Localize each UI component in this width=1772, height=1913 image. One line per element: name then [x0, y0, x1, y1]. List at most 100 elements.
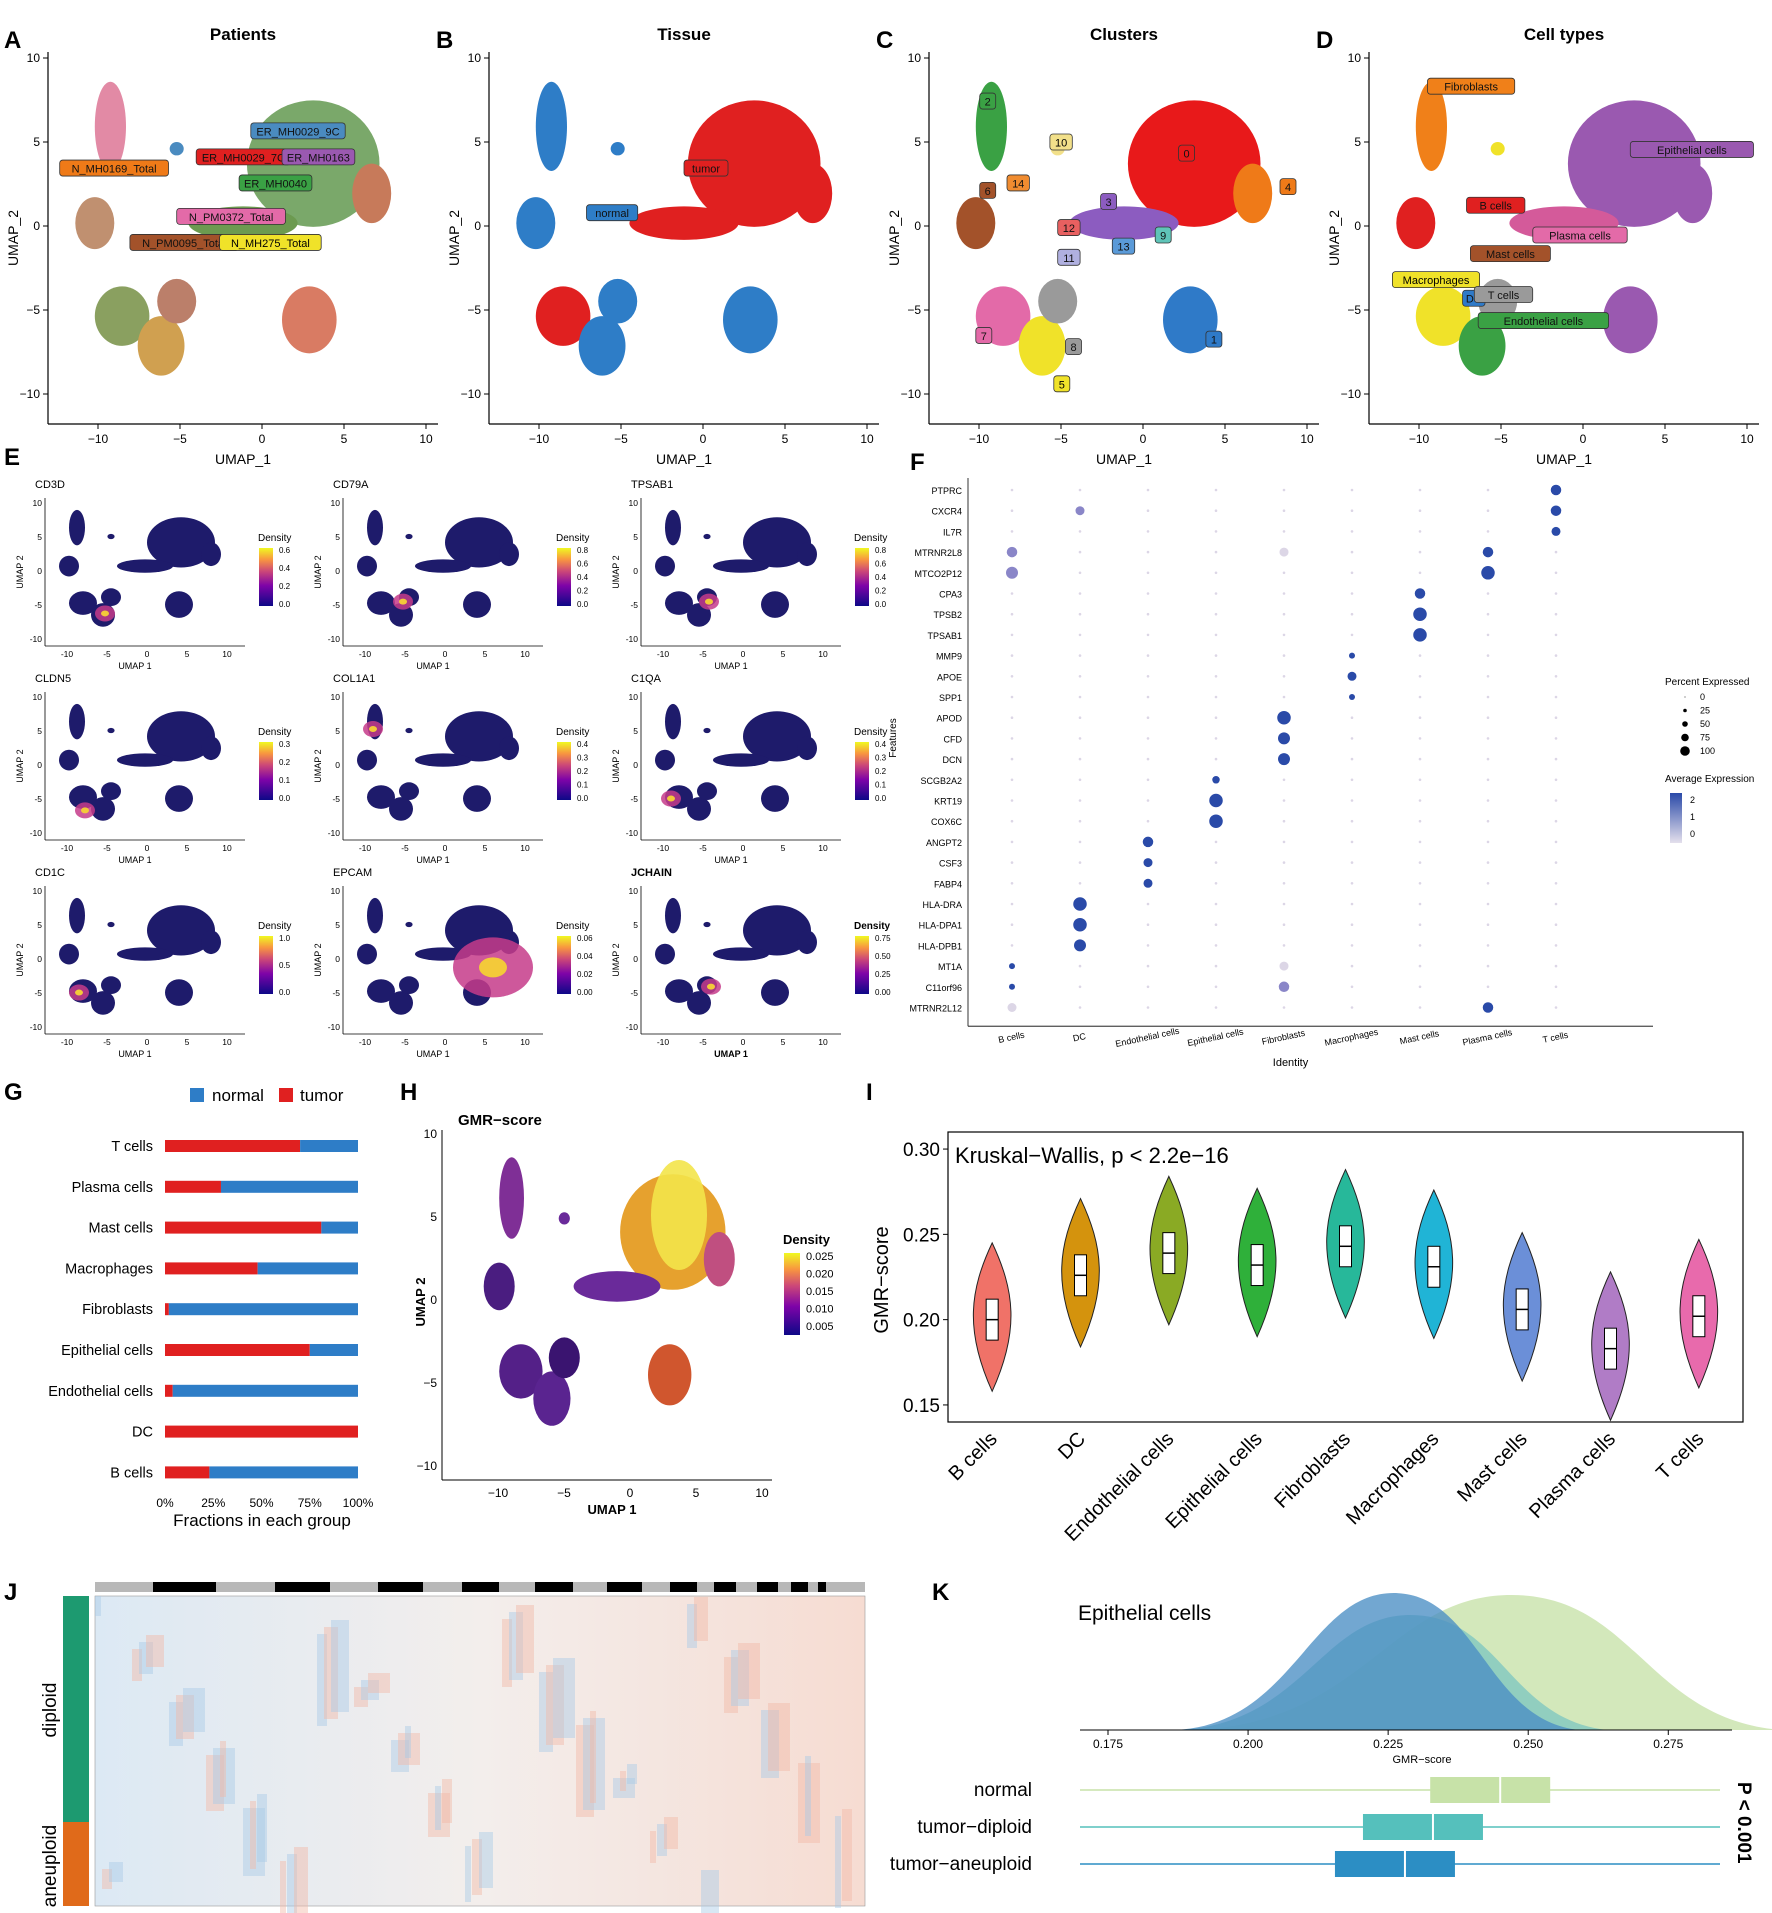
legend-tick: 0.0 [279, 988, 291, 997]
legend-tick: 0.6 [279, 546, 291, 555]
bar-normal [300, 1140, 358, 1152]
dot [1146, 509, 1150, 512]
dot [1278, 981, 1290, 993]
y-tick-label: -10 [328, 828, 341, 838]
dot [1554, 757, 1558, 761]
chart-title: Epithelial cells [1078, 1602, 1211, 1625]
dot [1214, 571, 1218, 575]
cluster-label: N_MH0169_Total [72, 164, 157, 176]
y-tick-label: -10 [328, 1022, 341, 1032]
x-tick-label: 0 [443, 649, 448, 659]
x-tick-label: 5 [483, 1037, 488, 1047]
feature-label: MTRNR2L12 [909, 1004, 962, 1014]
x-tick-label: 5 [1662, 432, 1669, 446]
heatmap-segment [95, 1596, 101, 1616]
heatmap-segment [738, 1643, 760, 1699]
legend-title: Density [258, 727, 291, 738]
pct-legend-dot [1682, 721, 1688, 727]
density-cluster-c6 [655, 749, 675, 771]
legend-tick: 0.2 [577, 767, 589, 776]
gmr-cluster-c6 [483, 1262, 515, 1311]
y-axis-label: UMAP 2 [611, 943, 621, 976]
bar-normal [257, 1262, 358, 1275]
gene-name: CD79A [333, 479, 369, 491]
x-tick-label: 5 [185, 1037, 190, 1047]
dot [1486, 964, 1490, 968]
y-tick-label: −5 [907, 303, 921, 317]
density-cluster-c10 [703, 921, 711, 928]
x-tick-label: -5 [401, 843, 409, 853]
heatmap-segment [687, 1604, 697, 1648]
heatmap-segment [576, 1725, 594, 1817]
dot [1418, 861, 1422, 864]
y-tick-label: 0 [633, 566, 638, 576]
umap-cluster-c1 [1603, 286, 1658, 354]
heatmap-segment [835, 1816, 841, 1908]
umap-cluster-epi2 [793, 163, 833, 224]
dot [1282, 1006, 1286, 1009]
umap-cluster-c10 [1490, 142, 1505, 156]
dot [1282, 612, 1286, 616]
panel-letter-F: F [910, 449, 925, 476]
x-tick-label: 5 [483, 649, 488, 659]
dot [1413, 607, 1427, 621]
y-axis-label: UMAP_2 [446, 210, 462, 266]
dot [1214, 882, 1218, 885]
dot [1010, 612, 1014, 616]
legend-tick: 0.010 [806, 1304, 834, 1316]
heatmap-segment [664, 1817, 678, 1849]
legend-tick: 0.6 [577, 560, 589, 569]
feature-label: MTCO2P12 [914, 569, 962, 579]
dot [1073, 897, 1087, 911]
density-cluster-fib [367, 509, 383, 546]
heatmap-segment [657, 1824, 667, 1856]
panel-letter-J: J [4, 1579, 17, 1606]
y-axis-label: Features [888, 718, 899, 757]
x-axis-label: UMAP_1 [656, 451, 712, 467]
density-cluster-fib [69, 509, 85, 546]
x-tick-label: 0 [741, 649, 746, 659]
heatmap-segment [627, 1764, 637, 1784]
y-tick-label: -10 [328, 634, 341, 644]
x-tick-label: −10 [88, 432, 109, 446]
y-tick-label: 0 [335, 566, 340, 576]
dot [1486, 944, 1490, 947]
dot [1418, 840, 1422, 844]
panel-letter-I: I [866, 1079, 873, 1106]
umap-cluster-fib [94, 81, 126, 172]
dot [1482, 1002, 1494, 1013]
dot [1550, 505, 1562, 516]
dot [1078, 964, 1082, 968]
density-cluster-c7 [367, 979, 395, 1003]
y-tick-label: 10 [424, 1127, 438, 1141]
y-tick-label: −10 [461, 387, 482, 401]
x-tick-label: 0 [145, 1037, 150, 1047]
pct-legend-label: 75 [1700, 733, 1710, 743]
cluster-label-box [1473, 286, 1534, 303]
dot [1413, 628, 1427, 642]
dot [1486, 819, 1490, 823]
y-tick-label: -10 [626, 1022, 639, 1032]
heatmap-segment [324, 1627, 338, 1719]
dot [1486, 923, 1490, 926]
y-tick-label: 5 [37, 920, 42, 930]
x-tick-label: -5 [699, 843, 707, 853]
dot [1078, 550, 1082, 554]
density-cluster-epi2 [201, 736, 221, 761]
cluster-label-box [979, 181, 997, 199]
legend-colorbar [557, 742, 571, 800]
cluster-label: ER_MH0029_7C [202, 152, 285, 164]
legend-colorbar [855, 548, 869, 606]
x-tick-label: −5 [614, 432, 628, 446]
density-cluster-c1 [761, 979, 789, 1006]
density-cluster-c8 [399, 782, 419, 801]
cluster-label-box [1057, 248, 1081, 266]
cluster-label-box [1178, 144, 1195, 162]
dot [1006, 546, 1018, 558]
legend-tick: 0.020 [806, 1269, 834, 1281]
density-cluster-c7 [665, 591, 693, 615]
feature-label: APOE [937, 672, 962, 682]
dot [1214, 509, 1218, 512]
y-tick-label: -10 [626, 634, 639, 644]
dot [1146, 757, 1150, 761]
